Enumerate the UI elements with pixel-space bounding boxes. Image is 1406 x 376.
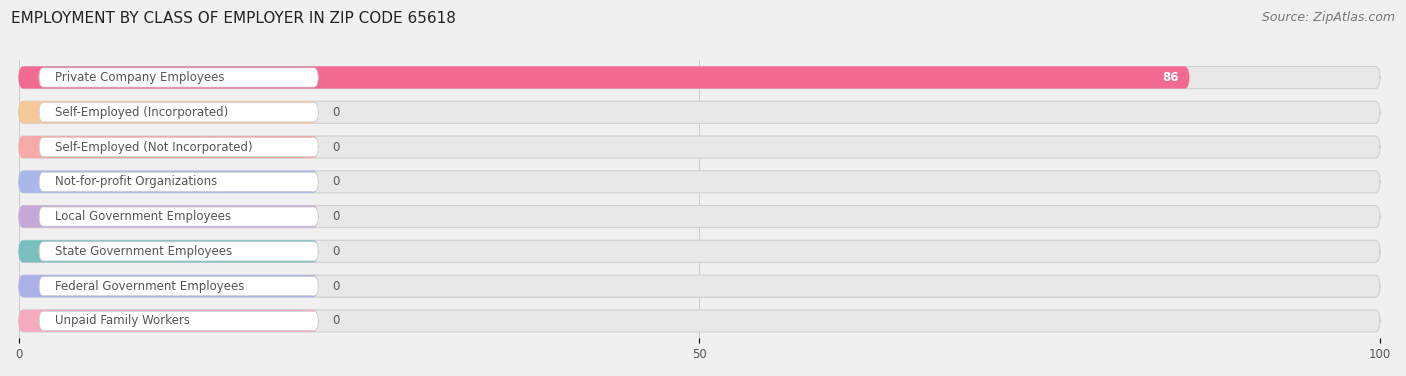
Text: Not-for-profit Organizations: Not-for-profit Organizations [55,175,218,188]
Text: 86: 86 [1161,71,1178,84]
FancyBboxPatch shape [39,277,318,296]
FancyBboxPatch shape [18,206,318,227]
Text: 0: 0 [332,175,339,188]
FancyBboxPatch shape [18,67,1189,89]
FancyBboxPatch shape [39,172,318,191]
Text: 0: 0 [332,245,339,258]
FancyBboxPatch shape [39,68,318,87]
FancyBboxPatch shape [18,171,1379,193]
Text: 0: 0 [332,210,339,223]
FancyBboxPatch shape [39,311,318,331]
Text: Unpaid Family Workers: Unpaid Family Workers [55,314,190,327]
Text: Local Government Employees: Local Government Employees [55,210,232,223]
Text: Private Company Employees: Private Company Employees [55,71,225,84]
Text: 0: 0 [332,280,339,293]
FancyBboxPatch shape [18,171,318,193]
FancyBboxPatch shape [39,242,318,261]
FancyBboxPatch shape [39,207,318,226]
FancyBboxPatch shape [18,275,1379,297]
FancyBboxPatch shape [18,101,1379,123]
Text: Federal Government Employees: Federal Government Employees [55,280,245,293]
FancyBboxPatch shape [18,136,1379,158]
FancyBboxPatch shape [39,103,318,122]
Text: Source: ZipAtlas.com: Source: ZipAtlas.com [1261,11,1395,24]
FancyBboxPatch shape [18,101,318,123]
Text: Self-Employed (Incorporated): Self-Employed (Incorporated) [55,106,229,119]
FancyBboxPatch shape [18,67,1379,89]
FancyBboxPatch shape [39,138,318,157]
Text: 0: 0 [332,141,339,153]
FancyBboxPatch shape [18,310,1379,332]
FancyBboxPatch shape [18,206,1379,227]
FancyBboxPatch shape [18,275,318,297]
FancyBboxPatch shape [18,240,318,262]
Text: 0: 0 [332,314,339,327]
Text: 0: 0 [332,106,339,119]
FancyBboxPatch shape [18,310,318,332]
Text: State Government Employees: State Government Employees [55,245,232,258]
Text: Self-Employed (Not Incorporated): Self-Employed (Not Incorporated) [55,141,253,153]
FancyBboxPatch shape [18,136,318,158]
Text: EMPLOYMENT BY CLASS OF EMPLOYER IN ZIP CODE 65618: EMPLOYMENT BY CLASS OF EMPLOYER IN ZIP C… [11,11,456,26]
FancyBboxPatch shape [18,240,1379,262]
